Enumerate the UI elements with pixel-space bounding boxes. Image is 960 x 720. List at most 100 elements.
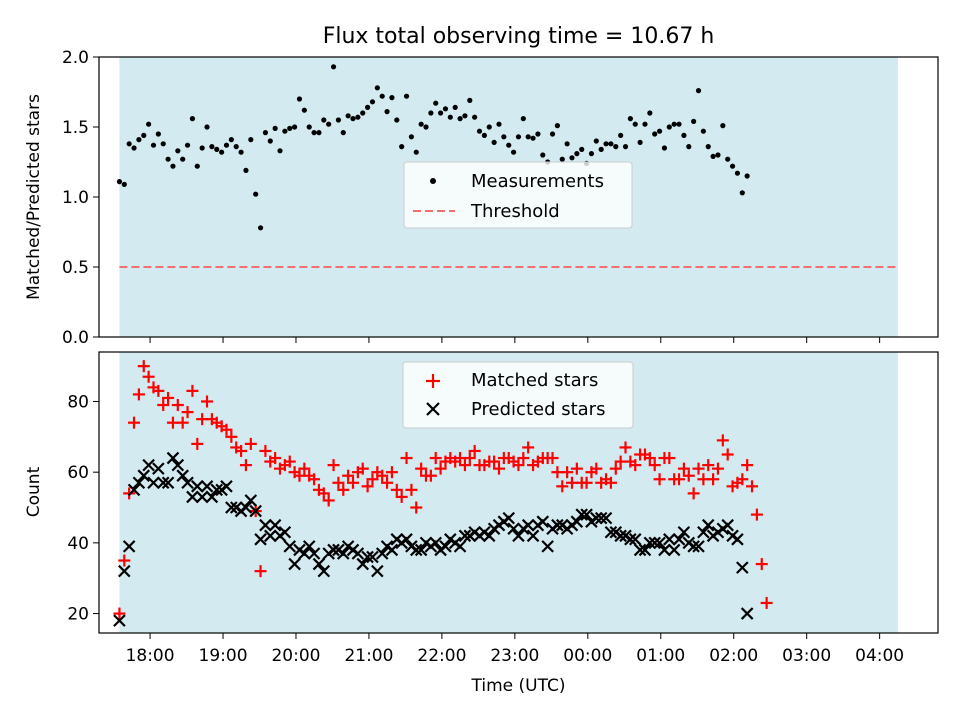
- x-tick-label: 03:00: [782, 646, 831, 666]
- matched-star-point: [201, 395, 214, 408]
- predicted-star-point: [736, 561, 749, 574]
- matched-star-point: [702, 459, 715, 472]
- measurement-point: [214, 146, 220, 152]
- predicted-star-point: [482, 529, 496, 543]
- predicted-star-point: [186, 490, 199, 504]
- predicted-star-point: [200, 480, 214, 493]
- predicted-star-point: [658, 543, 671, 557]
- x-tick-label: 01:00: [636, 646, 685, 666]
- measurement-point: [423, 124, 429, 130]
- measurement-point: [199, 145, 205, 151]
- measurement-point: [316, 130, 322, 136]
- top-legend: Measurements Threshold: [403, 161, 633, 229]
- measurement-point: [632, 121, 638, 127]
- matched-star-point: [711, 462, 724, 475]
- matched-star-point: [395, 490, 408, 503]
- measurement-point: [175, 148, 181, 154]
- measurement-point: [647, 110, 653, 116]
- x-tick-label: 22:00: [417, 646, 466, 666]
- predicted-star-point: [590, 511, 603, 525]
- matched-star-point: [191, 437, 204, 450]
- measurement-point: [666, 124, 672, 130]
- measurement-point: [340, 130, 346, 136]
- measurement-point: [540, 152, 546, 158]
- predicted-star-point: [648, 536, 661, 550]
- measurement-point: [442, 106, 449, 112]
- predicted-star-point: [298, 547, 311, 560]
- legend-measurements-label: Measurements: [471, 171, 604, 192]
- matched-star-point: [760, 596, 773, 609]
- measurement-point: [525, 134, 531, 140]
- predicted-star-point: [731, 533, 744, 546]
- top-x-ticks: [149, 337, 881, 343]
- matched-star-point: [590, 462, 603, 475]
- matched-star-point: [512, 459, 525, 472]
- measurement-point: [457, 116, 463, 122]
- predicted-star-point: [351, 547, 365, 560]
- predicted-star-point: [283, 540, 297, 553]
- measurement-point: [233, 144, 239, 150]
- predicted-star-point: [502, 511, 516, 525]
- measurement-points: [116, 64, 750, 231]
- y-tick-label: 80: [67, 392, 89, 412]
- measurement-point: [204, 124, 210, 130]
- measurement-point: [330, 64, 337, 70]
- matched-star-point: [410, 501, 423, 514]
- matched-star-point: [376, 469, 389, 482]
- measurement-point: [408, 134, 414, 140]
- predicted-star-point: [122, 540, 136, 553]
- y-tick-label: 0.0: [62, 328, 89, 348]
- matched-star-point: [283, 455, 296, 468]
- predicted-star-point: [692, 540, 705, 553]
- measurement-point: [535, 131, 541, 137]
- measurement-point: [326, 121, 332, 127]
- measurement-point: [452, 104, 458, 110]
- matched-star-point: [488, 455, 501, 468]
- top-y-axis-label: Matched/Predicted stars: [24, 94, 44, 300]
- y-tick-label: 1.0: [62, 188, 89, 208]
- matched-star-point: [663, 452, 676, 465]
- matched-star-point: [653, 473, 666, 486]
- measurement-point: [282, 128, 288, 134]
- matched-star-point: [492, 462, 505, 475]
- matched-star-point: [259, 444, 272, 457]
- matched-star-point: [682, 469, 695, 482]
- predicted-star-point: [580, 508, 593, 521]
- chart-title: Flux total observing time = 10.67 h: [323, 24, 715, 49]
- measurement-point: [467, 97, 473, 103]
- matched-star-point: [619, 441, 632, 454]
- measurement-point: [437, 110, 444, 116]
- matched-star-point: [746, 480, 759, 493]
- measurement-point: [472, 114, 478, 120]
- matched-star-point: [308, 473, 321, 486]
- matched-star-point: [157, 399, 170, 412]
- y-tick-label: 20: [67, 605, 89, 625]
- bottom-y-ticks: 20 40 60 80: [67, 392, 99, 625]
- y-tick-label: 0.5: [62, 258, 89, 278]
- measurement-point: [715, 152, 721, 158]
- measurement-point: [399, 144, 405, 150]
- matched-star-point: [366, 473, 379, 486]
- legend-predicted-label: Predicted stars: [471, 399, 605, 420]
- predicted-star-point: [205, 490, 219, 504]
- measurement-point: [296, 96, 303, 102]
- predicted-star-point: [458, 529, 472, 543]
- predicted-star-point: [371, 564, 384, 578]
- measurement-point: [676, 121, 682, 127]
- measurement-point: [428, 110, 434, 116]
- measurement-point: [394, 117, 400, 123]
- measurement-point: [433, 100, 439, 106]
- matched-star-point: [561, 466, 574, 479]
- measurement-point: [180, 156, 186, 162]
- predicted-star-point: [409, 543, 423, 557]
- matched-star-point: [137, 360, 150, 373]
- measurement-point: [248, 137, 254, 143]
- legend-measurement-marker: [430, 178, 436, 184]
- measurement-point: [725, 156, 731, 162]
- matched-star-point: [176, 416, 189, 429]
- predicted-star-point: [127, 483, 141, 497]
- predicted-star-point: [599, 511, 613, 525]
- predicted-star-point: [570, 515, 584, 528]
- legend-predicted-marker: [426, 402, 440, 416]
- matched-star-point: [463, 452, 476, 465]
